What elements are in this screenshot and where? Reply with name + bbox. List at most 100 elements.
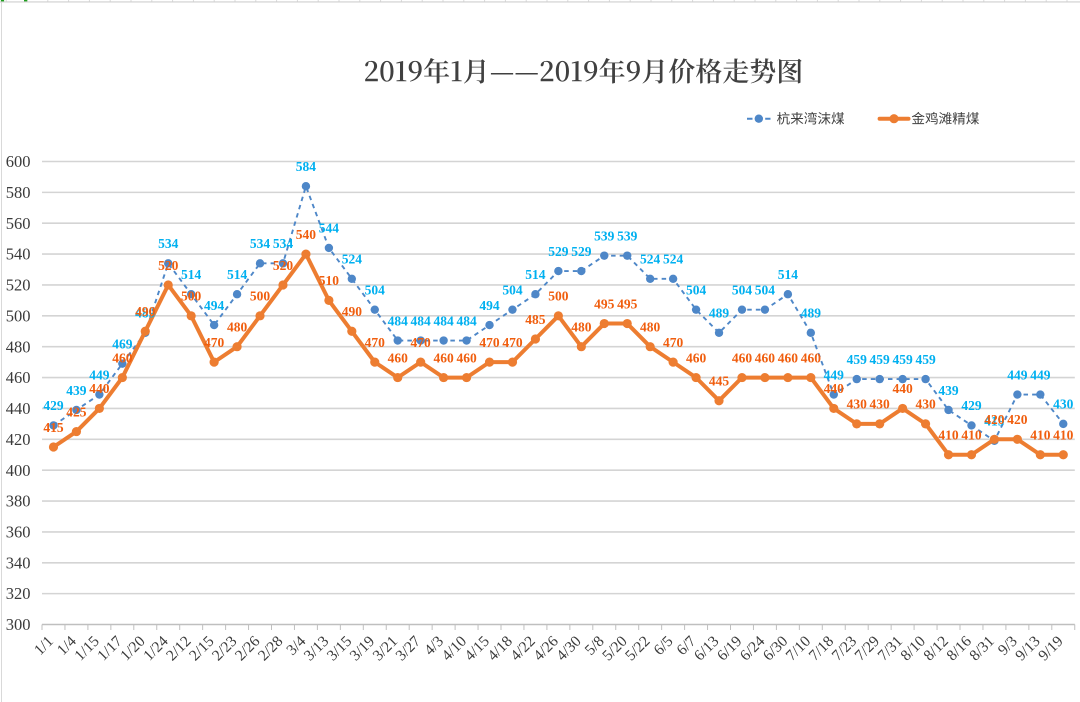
svg-text:429: 429 [43,398,64,413]
svg-text:520: 520 [158,258,179,273]
svg-text:514: 514 [778,267,799,282]
svg-text:460: 460 [112,350,133,365]
svg-text:514: 514 [525,267,546,282]
svg-text:540: 540 [6,245,31,264]
svg-text:480: 480 [6,337,31,356]
svg-text:460: 460 [801,350,822,365]
svg-text:340: 340 [6,553,31,572]
svg-text:380: 380 [6,492,31,511]
svg-text:510: 510 [319,273,340,288]
svg-text:489: 489 [709,306,730,321]
svg-text:470: 470 [365,335,386,350]
svg-text:439: 439 [66,383,87,398]
svg-text:415: 415 [43,420,64,435]
svg-text:484: 484 [411,313,432,328]
svg-text:440: 440 [89,381,110,396]
svg-text:420: 420 [984,412,1005,427]
svg-text:440: 440 [6,399,31,418]
svg-text:524: 524 [640,252,661,267]
svg-text:460: 460 [433,350,454,365]
svg-text:470: 470 [411,335,432,350]
svg-text:504: 504 [365,282,386,297]
svg-text:419: 419 [984,414,1005,429]
svg-text:484: 484 [388,313,409,328]
svg-text:470: 470 [663,335,684,350]
svg-text:459: 459 [915,352,936,367]
svg-text:459: 459 [870,352,891,367]
svg-text:539: 539 [617,228,638,243]
svg-text:480: 480 [571,320,592,335]
svg-text:410: 410 [938,428,959,443]
svg-text:410: 410 [1030,428,1051,443]
svg-text:539: 539 [594,228,615,243]
svg-text:449: 449 [824,367,845,382]
svg-text:500: 500 [548,289,569,304]
svg-text:529: 529 [571,244,592,259]
svg-text:445: 445 [709,374,730,389]
svg-text:430: 430 [1053,397,1074,412]
svg-text:460: 460 [732,350,753,365]
svg-text:494: 494 [479,298,500,313]
svg-text:430: 430 [915,397,936,412]
svg-text:460: 460 [686,350,707,365]
svg-text:584: 584 [296,159,317,174]
svg-text:534: 534 [158,236,179,251]
svg-text:500: 500 [6,306,31,325]
svg-text:449: 449 [89,367,110,382]
svg-text:490: 490 [342,304,363,319]
svg-text:480: 480 [227,320,248,335]
svg-text:560: 560 [6,214,31,233]
svg-text:440: 440 [892,381,913,396]
svg-text:540: 540 [296,227,317,242]
svg-text:489: 489 [135,306,156,321]
svg-text:484: 484 [456,313,477,328]
svg-text:320: 320 [6,584,31,603]
svg-text:514: 514 [227,267,248,282]
svg-text:300: 300 [6,615,31,634]
svg-text:484: 484 [433,313,454,328]
svg-text:420: 420 [1007,412,1028,427]
svg-text:400: 400 [6,461,31,480]
svg-text:440: 440 [824,381,845,396]
svg-text:470: 470 [479,335,500,350]
svg-text:504: 504 [755,282,776,297]
svg-text:439: 439 [938,383,959,398]
svg-text:469: 469 [112,336,133,351]
svg-text:410: 410 [1053,428,1074,443]
svg-text:524: 524 [342,252,363,267]
svg-text:485: 485 [525,312,546,327]
svg-text:459: 459 [892,352,913,367]
svg-text:470: 470 [502,335,523,350]
svg-text:495: 495 [617,296,638,311]
svg-text:360: 360 [6,523,31,542]
svg-text:504: 504 [686,282,707,297]
svg-text:504: 504 [732,282,753,297]
svg-text:524: 524 [663,252,684,267]
svg-text:460: 460 [456,350,477,365]
svg-text:460: 460 [6,368,31,387]
svg-text:495: 495 [594,296,615,311]
svg-text:459: 459 [847,352,868,367]
svg-text:534: 534 [273,236,294,251]
svg-text:460: 460 [755,350,776,365]
svg-text:425: 425 [66,404,87,419]
svg-text:449: 449 [1007,367,1028,382]
svg-text:500: 500 [250,289,271,304]
svg-text:500: 500 [181,289,202,304]
svg-text:520: 520 [273,258,294,273]
svg-text:449: 449 [1030,367,1051,382]
svg-text:480: 480 [640,320,661,335]
svg-text:529: 529 [548,244,569,259]
svg-text:410: 410 [961,428,982,443]
svg-text:534: 534 [250,236,271,251]
svg-text:520: 520 [6,276,31,295]
svg-text:429: 429 [961,398,982,413]
svg-text:470: 470 [204,335,225,350]
svg-text:430: 430 [847,397,868,412]
svg-text:494: 494 [204,298,225,313]
svg-text:430: 430 [870,397,891,412]
svg-text:460: 460 [388,350,409,365]
svg-text:460: 460 [778,350,799,365]
svg-text:580: 580 [6,183,31,202]
svg-text:514: 514 [181,267,202,282]
